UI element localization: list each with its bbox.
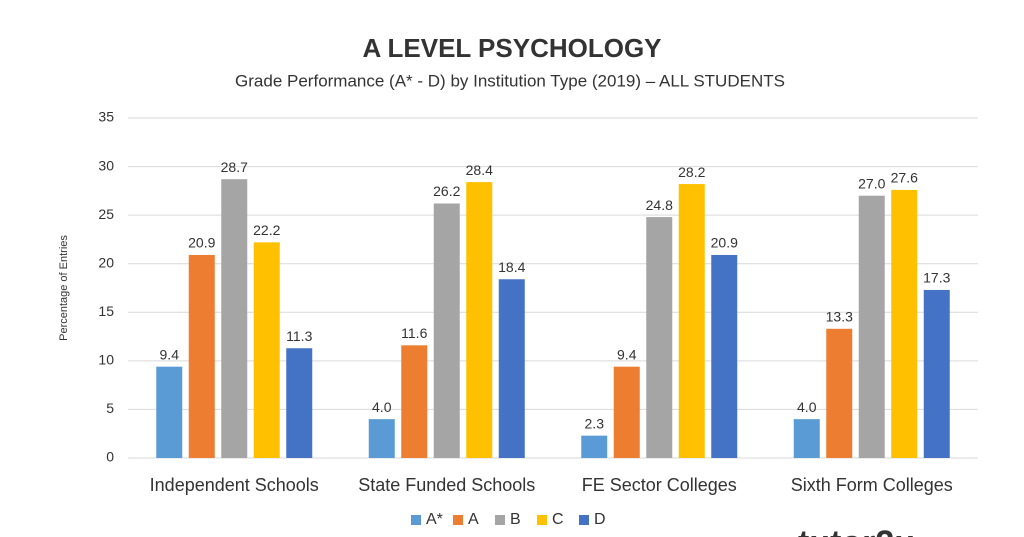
bar xyxy=(188,254,215,458)
data-label: 2.3 xyxy=(585,415,605,431)
legend-swatch xyxy=(495,515,505,525)
data-label: 26.2 xyxy=(433,183,460,199)
data-label: 4.0 xyxy=(372,399,392,415)
data-label: 22.2 xyxy=(253,222,280,238)
data-label: 27.0 xyxy=(858,175,885,191)
data-label: 11.6 xyxy=(401,325,427,341)
legend-label: A xyxy=(468,511,479,528)
data-label: 17.3 xyxy=(923,270,950,286)
x-tick-label: Sixth Form Colleges xyxy=(791,475,953,495)
bar xyxy=(466,182,493,458)
bar xyxy=(581,435,608,458)
bar xyxy=(826,328,853,458)
y-tick-label: 0 xyxy=(106,449,114,465)
bar xyxy=(678,184,705,459)
data-label: 4.0 xyxy=(797,399,817,415)
data-label: 11.3 xyxy=(286,328,312,344)
legend-swatch xyxy=(453,515,463,525)
y-tick-label: 25 xyxy=(98,206,114,222)
data-label: 28.4 xyxy=(466,162,493,178)
legend-label: A* xyxy=(426,511,443,528)
data-label: 20.9 xyxy=(711,235,738,251)
chart-title: A LEVEL PSYCHOLOGY xyxy=(362,33,661,63)
data-label: 20.9 xyxy=(188,235,215,251)
legend-label: D xyxy=(594,511,606,528)
bar xyxy=(253,242,280,458)
y-tick-label: 15 xyxy=(98,303,114,319)
bar xyxy=(613,366,640,458)
legend-label: B xyxy=(510,511,521,528)
chart-subtitle: Grade Performance (A* - D) by Institutio… xyxy=(235,71,785,90)
legend-swatch xyxy=(579,515,589,525)
bar xyxy=(433,203,460,458)
x-tick-label: FE Sector Colleges xyxy=(582,475,737,495)
x-tick-label: Independent Schools xyxy=(150,475,319,495)
bar xyxy=(401,345,428,458)
data-label: 28.7 xyxy=(221,159,248,175)
bar xyxy=(646,217,673,458)
y-tick-label: 30 xyxy=(98,157,114,173)
y-tick-label: 20 xyxy=(98,254,114,270)
bar xyxy=(368,419,395,458)
legend-label: C xyxy=(552,511,564,528)
data-label: 9.4 xyxy=(160,346,180,362)
x-tick-label: State Funded Schools xyxy=(358,475,535,495)
bar xyxy=(286,348,313,458)
bar xyxy=(891,189,918,458)
y-axis-label: Percentage of Entries xyxy=(58,235,70,341)
data-label: 13.3 xyxy=(826,309,853,325)
bar xyxy=(793,419,820,458)
data-label: 24.8 xyxy=(646,197,673,213)
legend-swatch xyxy=(537,515,547,525)
legend-swatch xyxy=(411,515,421,525)
bar xyxy=(858,195,885,458)
bar xyxy=(498,279,525,458)
data-label: 27.6 xyxy=(891,170,918,186)
data-label: 28.2 xyxy=(678,164,705,180)
bar xyxy=(923,289,950,458)
bar xyxy=(711,254,738,458)
bar xyxy=(221,179,248,458)
data-label: 18.4 xyxy=(498,259,525,275)
y-tick-label: 10 xyxy=(98,352,114,368)
y-tick-label: 5 xyxy=(106,400,114,416)
bar xyxy=(156,366,183,458)
data-label: 9.4 xyxy=(617,346,637,362)
y-tick-label: 35 xyxy=(98,109,114,125)
logo: tutor2u xyxy=(798,524,915,537)
